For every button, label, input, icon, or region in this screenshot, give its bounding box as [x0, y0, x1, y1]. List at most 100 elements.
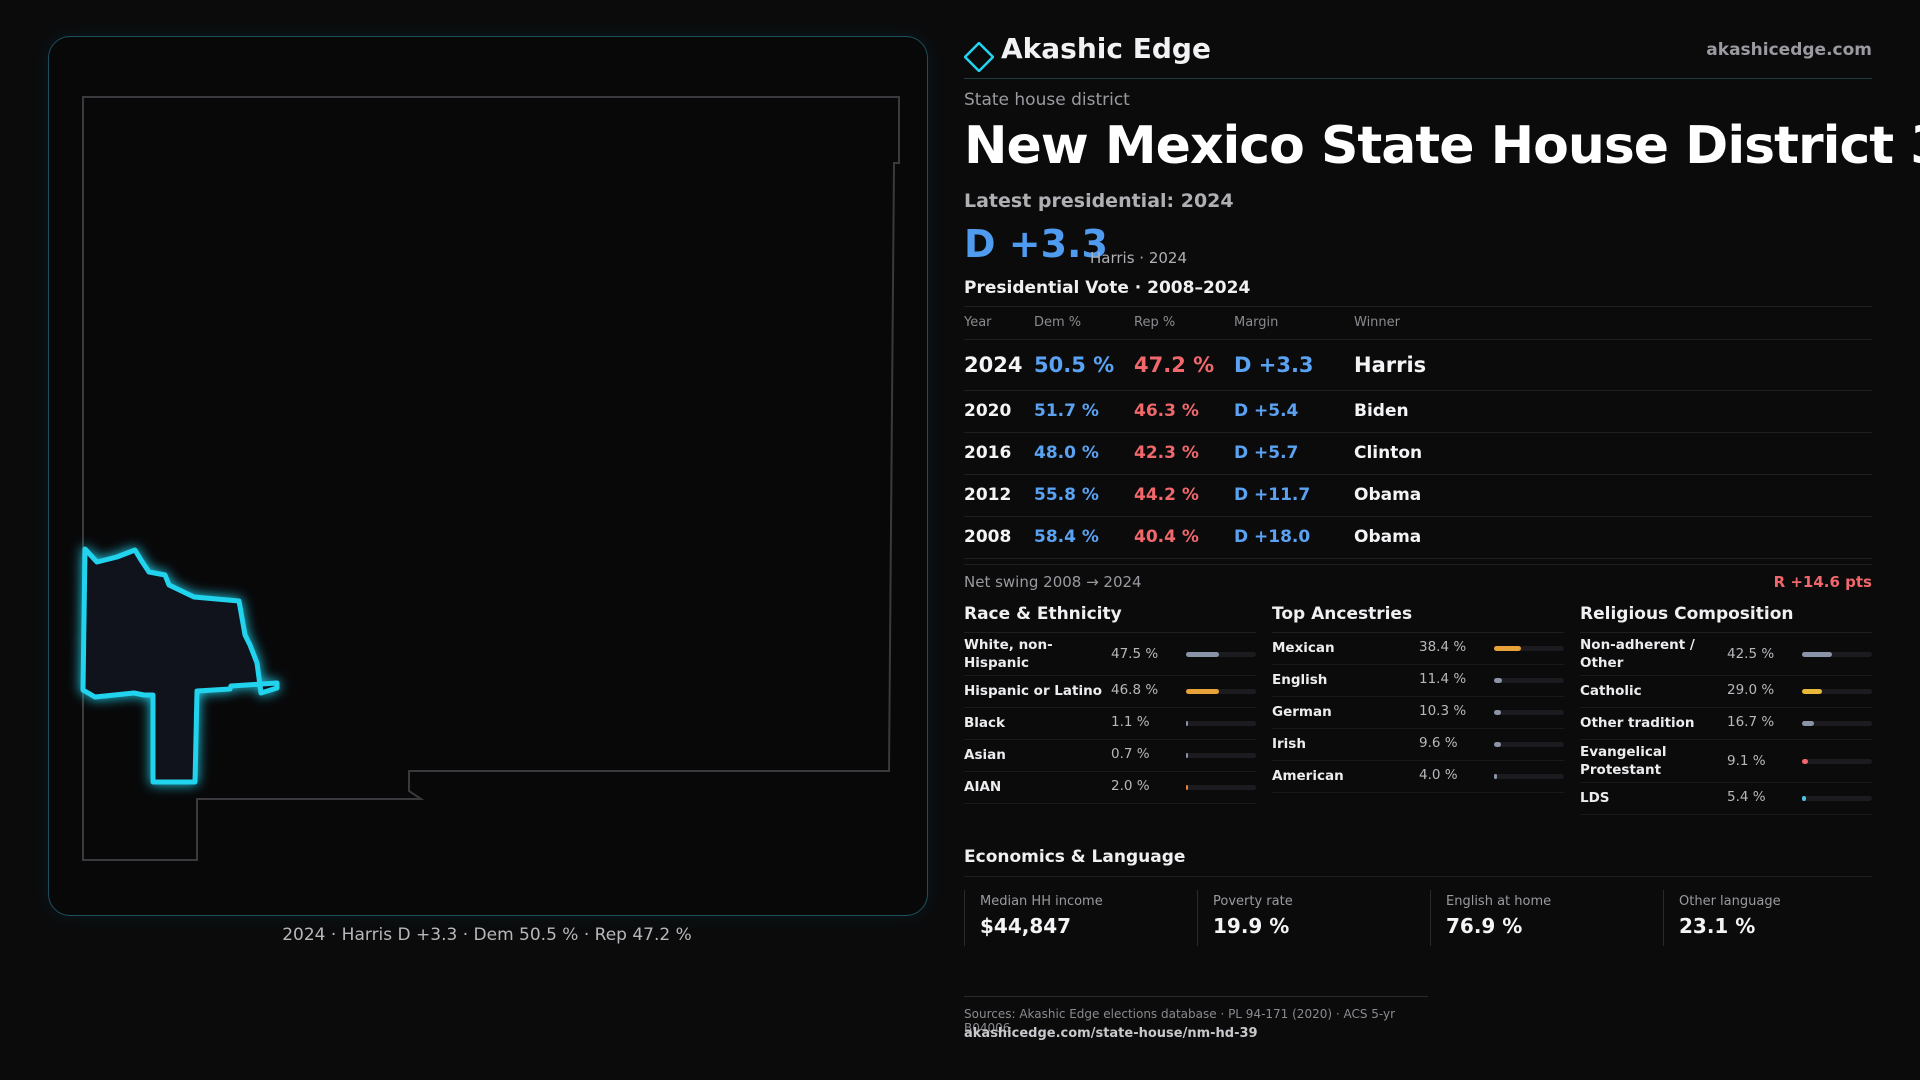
- demo-value: 1.1 %: [1111, 714, 1150, 730]
- demo-row: Irish 9.6 %: [1272, 729, 1564, 761]
- demo-value: 16.7 %: [1727, 714, 1775, 730]
- demo-value: 0.7 %: [1111, 746, 1150, 762]
- demo-row: Asian 0.7 %: [964, 740, 1256, 772]
- stat-value: 19.9 %: [1213, 914, 1290, 938]
- demo-bar: [1802, 689, 1872, 694]
- econ-stat-income: Median HH income $44,847: [964, 890, 1185, 946]
- demo-row: English 11.4 %: [1272, 665, 1564, 697]
- demo-value: 9.6 %: [1419, 735, 1458, 751]
- demo-bar: [1186, 753, 1256, 758]
- net-swing-value: R +14.6 pts: [1773, 573, 1872, 591]
- row-winner: Clinton: [1354, 443, 1423, 463]
- demo-value: 47.5 %: [1111, 646, 1159, 662]
- demo-label: Mexican: [1272, 640, 1335, 656]
- row-dem: 48.0 %: [1034, 443, 1099, 463]
- diamond-icon: [963, 41, 995, 76]
- row-year: 2024: [964, 353, 1023, 377]
- demo-row: Other tradition 16.7 %: [1580, 708, 1872, 740]
- row-margin: D +5.7: [1234, 443, 1299, 463]
- district-shape: [80, 546, 280, 785]
- demo-label: Asian: [964, 747, 1006, 763]
- row-margin: D +18.0: [1234, 527, 1311, 547]
- table-row: 2024 50.5 % 47.2 % D +3.3 Harris: [964, 340, 1872, 391]
- row-dem: 55.8 %: [1034, 485, 1099, 505]
- demo-bar: [1186, 721, 1256, 726]
- sources-note: Sources: Akashic Edge elections database…: [964, 996, 1428, 1035]
- demo-value: 38.4 %: [1419, 639, 1467, 655]
- row-year: 2016: [964, 443, 1012, 463]
- demo-value: 5.4 %: [1727, 789, 1766, 805]
- demo-bar: [1802, 721, 1872, 726]
- row-rep: 42.3 %: [1134, 443, 1199, 463]
- demo-bar: [1186, 652, 1256, 657]
- source-url-link[interactable]: akashicedge.com/state-house/nm-hd-39: [964, 1026, 1258, 1041]
- demo-value: 46.8 %: [1111, 682, 1159, 698]
- row-dem: 50.5 %: [1034, 353, 1115, 377]
- demo-label: American: [1272, 768, 1344, 784]
- demo-label: German: [1272, 704, 1332, 720]
- demo-row: Black 1.1 %: [964, 708, 1256, 740]
- row-winner: Obama: [1354, 527, 1422, 547]
- demo-label: Irish: [1272, 736, 1306, 752]
- presidential-vote-title: Presidential Vote · 2008–2024: [964, 278, 1251, 298]
- demo-label: Black: [964, 715, 1006, 731]
- demo-label: English: [1272, 672, 1328, 688]
- stat-label: Poverty rate: [1213, 894, 1293, 909]
- header-dem: Dem %: [1034, 315, 1082, 330]
- demo-value: 2.0 %: [1111, 778, 1150, 794]
- table-row: 2020 51.7 % 46.3 % D +5.4 Biden: [964, 391, 1872, 433]
- stat-value: $44,847: [980, 914, 1072, 938]
- demo-bar: [1494, 646, 1564, 651]
- row-year: 2008: [964, 527, 1012, 547]
- row-rep: 44.2 %: [1134, 485, 1199, 505]
- demo-bar: [1494, 678, 1564, 683]
- latest-presidential-label: Latest presidential: 2024: [964, 190, 1234, 212]
- row-winner: Biden: [1354, 401, 1409, 421]
- ancestry-section: Top Ancestries Mexican 38.4 % English 11…: [1272, 602, 1564, 793]
- row-dem: 51.7 %: [1034, 401, 1099, 421]
- demo-row: LDS 5.4 %: [1580, 783, 1872, 815]
- econ-stat-english: English at home 76.9 %: [1430, 890, 1651, 946]
- demo-row: Catholic 29.0 %: [1580, 676, 1872, 708]
- row-year: 2012: [964, 485, 1012, 505]
- row-winner: Harris: [1354, 353, 1427, 377]
- demo-bar: [1802, 796, 1872, 801]
- stat-value: 23.1 %: [1679, 914, 1756, 938]
- state-outline: [82, 96, 900, 861]
- demo-label: Other tradition: [1580, 715, 1695, 731]
- demo-row: Evangelical Protestant 9.1 %: [1580, 740, 1872, 783]
- map-caption: 2024 · Harris D +3.3 · Dem 50.5 % · Rep …: [282, 925, 692, 945]
- table-row: 2008 58.4 % 40.4 % D +18.0 Obama: [964, 517, 1872, 559]
- demo-row: Hispanic or Latino 46.8 %: [964, 676, 1256, 708]
- demo-value: 9.1 %: [1727, 753, 1766, 769]
- brand-url-link[interactable]: akashicedge.com: [1706, 40, 1872, 60]
- row-margin: D +3.3: [1234, 353, 1314, 377]
- demo-label: Non-adherent / Other: [1580, 637, 1695, 671]
- latest-margin-sub: Harris · 2024: [1090, 249, 1188, 267]
- section-title: Religious Composition: [1580, 602, 1872, 633]
- demo-label: Hispanic or Latino: [964, 683, 1102, 699]
- district-map-panel: [48, 36, 928, 916]
- section-title: Race & Ethnicity: [964, 602, 1256, 633]
- header-margin: Margin: [1234, 315, 1279, 330]
- demo-bar: [1802, 759, 1872, 764]
- demo-value: 10.3 %: [1419, 703, 1467, 719]
- section-title: Top Ancestries: [1272, 602, 1564, 633]
- demo-bar: [1186, 785, 1256, 790]
- district-map: [80, 96, 900, 861]
- row-margin: D +5.4: [1234, 401, 1299, 421]
- net-swing-row: Net swing 2008 → 2024 R +14.6 pts: [964, 564, 1872, 601]
- demo-bar: [1186, 689, 1256, 694]
- econ-stat-other-language: Other language 23.1 %: [1663, 890, 1884, 946]
- demo-value: 4.0 %: [1419, 767, 1458, 783]
- demo-row: Non-adherent / Other 42.5 %: [1580, 633, 1872, 676]
- demo-bar: [1494, 742, 1564, 747]
- latest-margin: D +3.3: [964, 222, 1108, 266]
- demo-bar: [1494, 710, 1564, 715]
- row-year: 2020: [964, 401, 1012, 421]
- demo-value: 11.4 %: [1419, 671, 1467, 687]
- demo-row: German 10.3 %: [1272, 697, 1564, 729]
- demo-bar: [1494, 774, 1564, 779]
- stat-label: English at home: [1446, 894, 1552, 909]
- econ-stat-poverty: Poverty rate 19.9 %: [1197, 890, 1418, 946]
